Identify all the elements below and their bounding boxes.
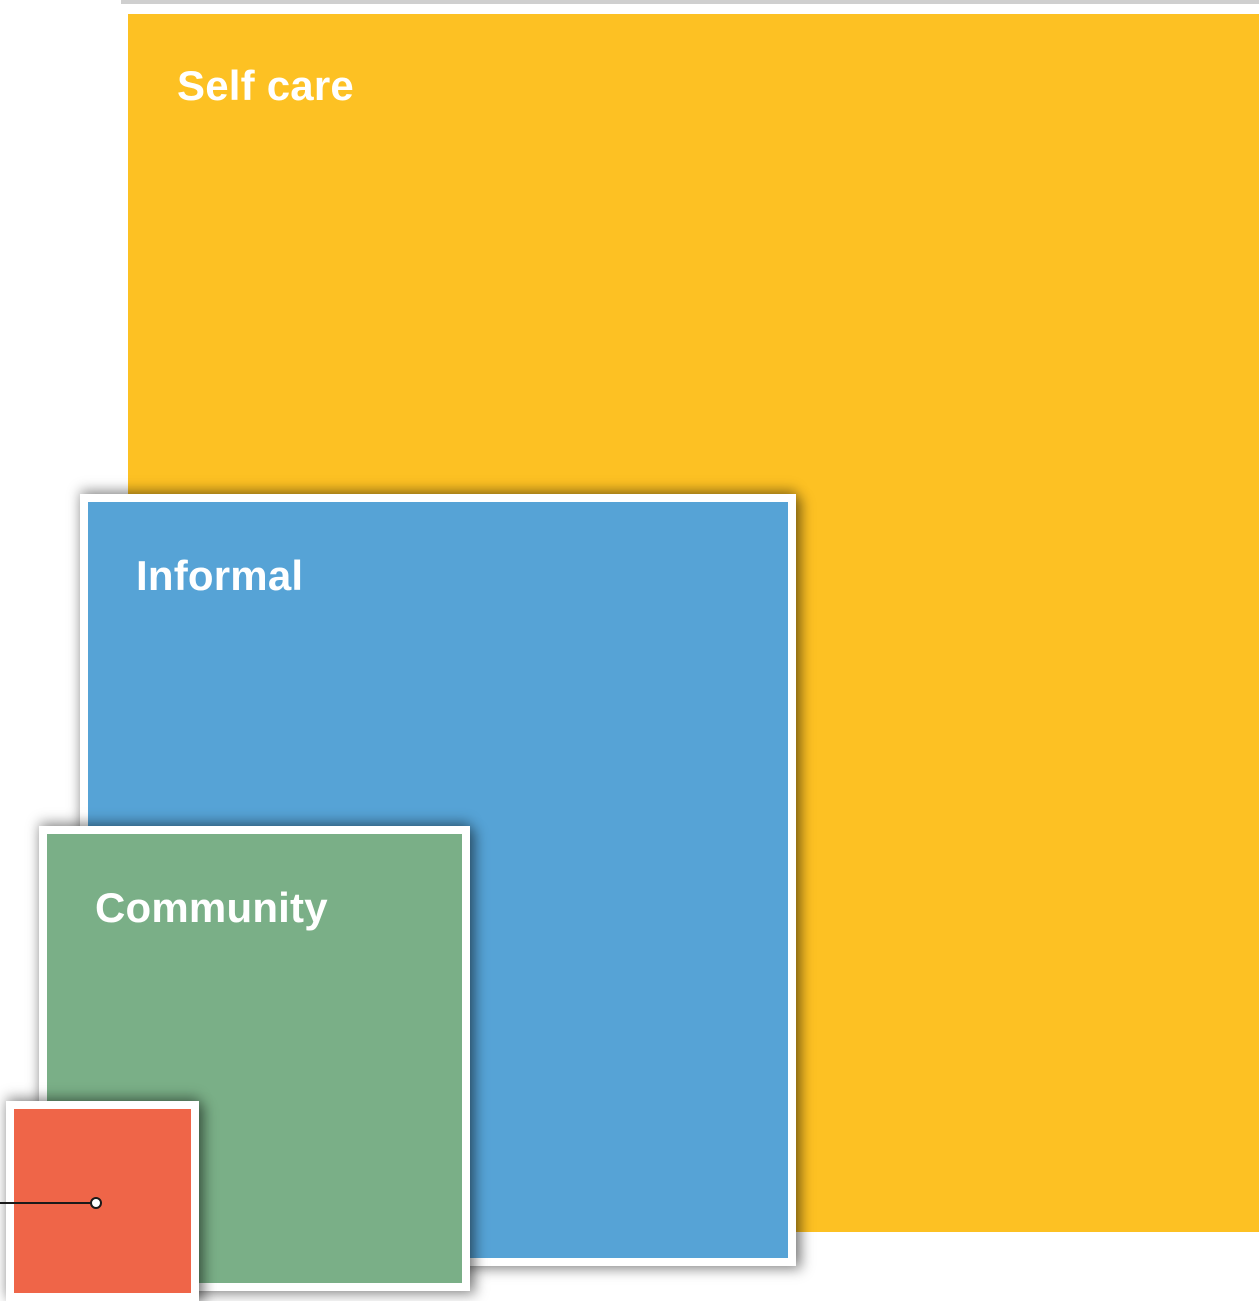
community-box: Community xyxy=(39,826,470,1291)
community-label: Community xyxy=(95,884,328,931)
callout-dot xyxy=(90,1197,102,1209)
informal-label: Informal xyxy=(136,552,304,599)
self-care-label: Self care xyxy=(177,62,354,109)
top-divider-line xyxy=(121,0,1259,4)
callout-pointer-line xyxy=(0,1197,102,1209)
